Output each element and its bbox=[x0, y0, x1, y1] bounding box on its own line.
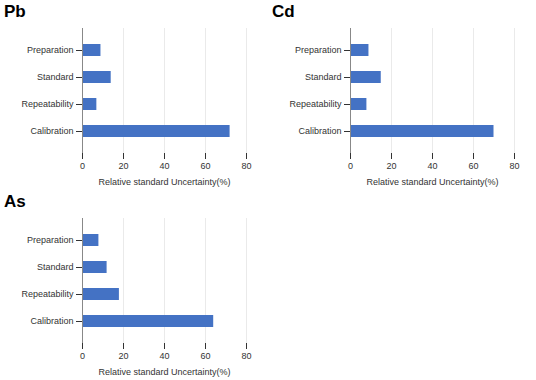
svg-text:Relative standard Uncertainty(: Relative standard Uncertainty(%) bbox=[98, 367, 230, 377]
svg-text:60: 60 bbox=[468, 161, 478, 171]
svg-text:80: 80 bbox=[241, 161, 251, 171]
html-text:Cd: Cd bbox=[272, 2, 295, 21]
svg-text:0: 0 bbox=[80, 351, 85, 361]
svg-text:40: 40 bbox=[427, 161, 437, 171]
svg-text:Repeatability: Repeatability bbox=[289, 99, 342, 109]
svg-text:Standard: Standard bbox=[305, 72, 342, 82]
svg-text:Calibration: Calibration bbox=[298, 126, 341, 136]
svg-text:Calibration: Calibration bbox=[30, 126, 73, 136]
svg-text:Preparation: Preparation bbox=[27, 235, 74, 245]
svg-text:20: 20 bbox=[386, 161, 396, 171]
svg-text:Relative standard Uncertainty(: Relative standard Uncertainty(%) bbox=[366, 177, 498, 187]
html-text:Pb: Pb bbox=[4, 2, 26, 21]
svg-text:0: 0 bbox=[348, 161, 353, 171]
svg-text:40: 40 bbox=[159, 161, 169, 171]
svg-text:60: 60 bbox=[200, 351, 210, 361]
svg-text:80: 80 bbox=[241, 351, 251, 361]
svg-text:Repeatability: Repeatability bbox=[21, 99, 74, 109]
svg-text:Preparation: Preparation bbox=[295, 45, 342, 55]
svg-text:Standard: Standard bbox=[37, 262, 74, 272]
svg-text:0: 0 bbox=[80, 161, 85, 171]
svg-text:20: 20 bbox=[118, 351, 128, 361]
svg-text:80: 80 bbox=[509, 161, 519, 171]
svg-text:60: 60 bbox=[200, 161, 210, 171]
svg-text:40: 40 bbox=[159, 351, 169, 361]
html-text:As: As bbox=[4, 192, 26, 211]
svg-text:Repeatability: Repeatability bbox=[21, 289, 74, 299]
svg-text:Standard: Standard bbox=[37, 72, 74, 82]
svg-text:Relative standard Uncertainty(: Relative standard Uncertainty(%) bbox=[98, 177, 230, 187]
svg-text:Calibration: Calibration bbox=[30, 316, 73, 326]
svg-text:Preparation: Preparation bbox=[27, 45, 74, 55]
svg-text:20: 20 bbox=[118, 161, 128, 171]
